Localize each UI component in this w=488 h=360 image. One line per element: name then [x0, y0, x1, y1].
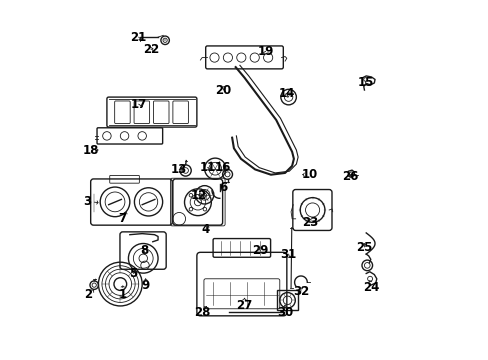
- Text: 18: 18: [82, 144, 99, 157]
- Text: 2: 2: [84, 288, 92, 301]
- Text: 24: 24: [363, 281, 379, 294]
- Text: 15: 15: [357, 76, 374, 90]
- Text: 25: 25: [356, 240, 372, 253]
- Text: 6: 6: [219, 181, 227, 194]
- Text: 5: 5: [129, 267, 137, 280]
- Text: 26: 26: [342, 170, 358, 183]
- Text: 28: 28: [194, 306, 210, 319]
- Text: 30: 30: [276, 306, 293, 319]
- Text: 8: 8: [140, 244, 148, 257]
- Bar: [277, 291, 297, 310]
- Text: 16: 16: [215, 161, 231, 174]
- Text: 12: 12: [190, 189, 206, 202]
- Text: 13: 13: [171, 163, 187, 176]
- Text: 1: 1: [119, 288, 126, 301]
- Text: 10: 10: [301, 168, 317, 181]
- Text: 7: 7: [119, 212, 126, 225]
- Text: 20: 20: [215, 84, 231, 96]
- Text: 27: 27: [236, 299, 252, 312]
- Text: 9: 9: [142, 279, 149, 292]
- Text: 23: 23: [301, 216, 317, 229]
- Text: 31: 31: [280, 248, 296, 261]
- Text: 19: 19: [257, 45, 273, 58]
- Text: 4: 4: [201, 223, 209, 236]
- Text: 29: 29: [252, 244, 268, 257]
- Text: 32: 32: [292, 285, 308, 298]
- Text: 11: 11: [199, 161, 215, 174]
- Text: 21: 21: [130, 31, 146, 44]
- Text: 22: 22: [142, 43, 159, 56]
- Text: 17: 17: [130, 98, 146, 111]
- Text: 14: 14: [278, 87, 294, 100]
- Text: 3: 3: [83, 195, 91, 208]
